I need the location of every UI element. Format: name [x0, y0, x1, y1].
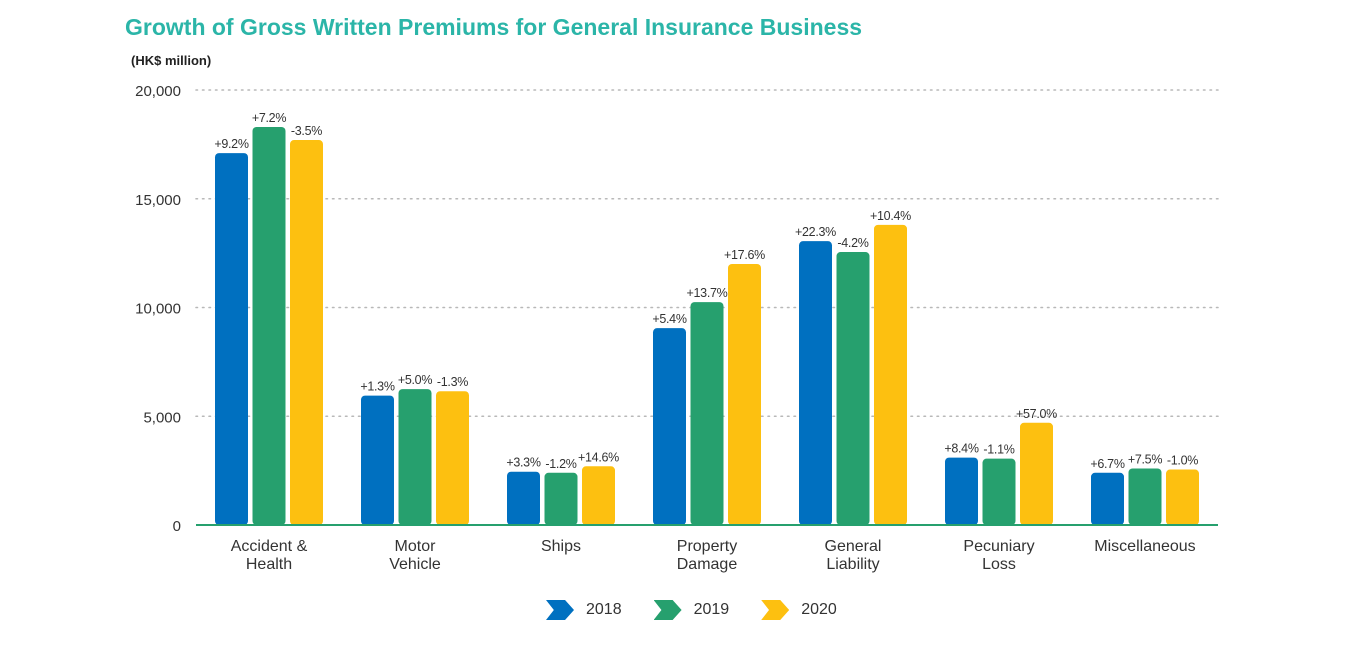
category-label: Health	[246, 556, 292, 573]
data-label: +1.3%	[360, 380, 394, 394]
category-label: Liability	[826, 556, 879, 573]
legend-label-2019: 2019	[693, 601, 730, 618]
chart-title: Growth of Gross Written Premiums for Gen…	[125, 14, 863, 40]
data-label: +22.3%	[795, 225, 836, 239]
bar-2019	[398, 389, 432, 525]
bar-2018	[215, 153, 248, 525]
legend-item-2018: 2018	[546, 600, 622, 620]
category-label: Damage	[677, 556, 738, 573]
data-label: -1.3%	[437, 375, 468, 389]
legend-item-2020: 2020	[761, 600, 837, 620]
y-tick-label: 10,000	[135, 301, 181, 318]
bar-2018	[507, 471, 540, 525]
data-label: +57.0%	[1016, 407, 1057, 421]
bar-2019	[252, 126, 286, 525]
legend: 2018 2019 2020	[546, 600, 869, 620]
data-label: +3.3%	[506, 456, 540, 470]
category-label: Property	[677, 538, 737, 555]
y-tick-label: 0	[173, 518, 181, 535]
data-label: +7.2%	[252, 111, 286, 125]
data-label: +8.4%	[944, 442, 978, 456]
data-label: +10.4%	[870, 209, 911, 223]
bar-2020	[436, 391, 469, 525]
bar-2018	[1091, 472, 1124, 525]
data-label: +13.7%	[687, 286, 728, 300]
data-label: -4.2%	[837, 236, 868, 250]
data-label: -1.0%	[1167, 454, 1198, 468]
bar-2020	[290, 140, 323, 525]
data-label: +6.7%	[1090, 457, 1124, 471]
data-label: -1.2%	[545, 457, 576, 471]
bar-2019	[1128, 468, 1162, 525]
category-label: Pecuniary	[963, 538, 1034, 555]
category-label: Ships	[541, 538, 581, 555]
y-tick-label: 15,000	[135, 192, 181, 209]
legend-label-2020: 2020	[801, 601, 837, 618]
data-label: -1.1%	[983, 443, 1014, 457]
legend-swatch-2019	[653, 600, 682, 620]
bar-2019	[836, 252, 870, 525]
data-label: +17.6%	[724, 248, 765, 262]
y-axis-unit-label: (HK$ million)	[131, 53, 212, 68]
bar-2019	[982, 458, 1016, 525]
category-label: General	[825, 538, 882, 555]
y-tick-label: 20,000	[135, 83, 181, 100]
bar-2018	[653, 328, 686, 525]
bar-2018	[945, 457, 978, 525]
data-label: +5.0%	[398, 373, 432, 387]
bar-2019	[544, 472, 578, 525]
category-label: Motor	[395, 538, 437, 555]
bar-2018	[799, 241, 832, 525]
bar-2020	[728, 264, 761, 525]
data-label: +9.2%	[214, 137, 248, 151]
bar-2020	[1020, 422, 1053, 525]
legend-item-2019: 2019	[653, 600, 730, 620]
legend-swatch-2018	[546, 600, 574, 620]
bar-2019	[690, 302, 724, 525]
data-label: -3.5%	[291, 124, 322, 138]
legend-label-2018: 2018	[586, 601, 622, 618]
bar-2020	[1166, 469, 1199, 525]
category-label: Accident &	[231, 538, 308, 555]
legend-swatch-2020	[761, 600, 790, 620]
category-label: Loss	[982, 556, 1016, 573]
data-label: +5.4%	[652, 312, 686, 326]
y-tick-label: 5,000	[143, 409, 181, 426]
bar-2020	[582, 466, 615, 525]
data-label: +7.5%	[1128, 452, 1162, 466]
data-label: +14.6%	[578, 450, 619, 464]
bar-2018	[361, 395, 394, 525]
bar-2020	[874, 224, 907, 525]
category-label: Vehicle	[389, 556, 441, 573]
category-label: Miscellaneous	[1094, 538, 1195, 555]
